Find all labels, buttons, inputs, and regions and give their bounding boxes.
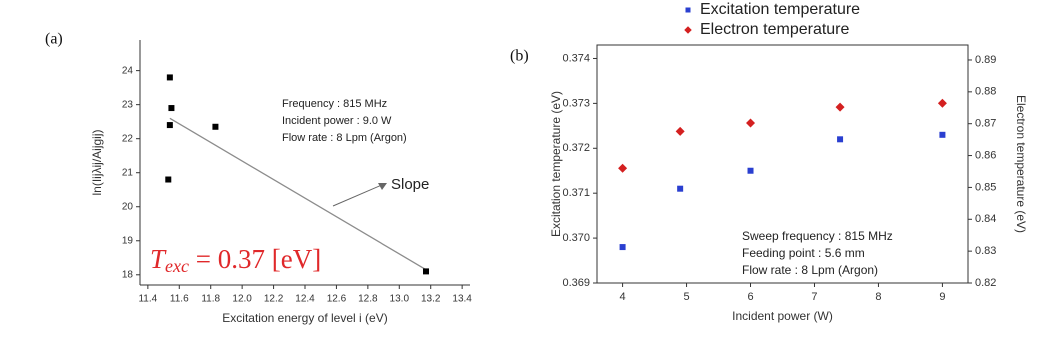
data-point: [675, 126, 685, 136]
formula-rest: = 0.37 [eV]: [189, 244, 321, 274]
y-tick-label: 20: [122, 201, 134, 212]
y-tick-label: 21: [122, 167, 134, 178]
x-tick-label: 11.8: [201, 294, 220, 305]
plot-frame: [596, 44, 969, 284]
panel-label: (b): [510, 48, 529, 65]
y2-tick-label: 0.82: [975, 277, 996, 289]
y2-tick-label: 0.87: [975, 118, 996, 130]
y2-axis-title: Electron temperature (eV): [1014, 95, 1028, 233]
formula-subscript: exc: [165, 256, 189, 276]
formula: Texc = 0.37 [eV]: [150, 244, 321, 276]
y2-tick-label: 0.86: [975, 149, 996, 161]
x-tick-label: 9: [939, 291, 945, 303]
x-tick-label: 12.8: [358, 294, 378, 305]
y2-tick-label: 0.84: [975, 213, 996, 225]
legend-label: Electron temperature: [700, 21, 850, 38]
y-axis-title: ln(Iijλij/Aijgij): [90, 129, 104, 195]
panel-label: (a): [45, 31, 63, 48]
y2-tick-label: 0.89: [975, 54, 996, 66]
data-point: [168, 105, 175, 112]
data-point: [835, 102, 845, 112]
data-point: [212, 123, 219, 130]
x-tick-label: 11.6: [170, 294, 189, 305]
y-tick-label: 23: [122, 99, 134, 110]
y-tick-label: 24: [122, 65, 134, 76]
x-axis-title: Incident power (W): [732, 309, 833, 323]
annotation: Frequency : 815 MHz: [282, 98, 387, 110]
formula-symbol: T: [150, 244, 167, 274]
arrow-head: [378, 183, 387, 190]
y-tick-label: 0.372: [562, 142, 590, 154]
x-tick-label: 13.2: [421, 294, 441, 305]
data-point: [939, 131, 946, 138]
x-tick-label: 12.4: [295, 294, 315, 305]
annotation: Incident power : 9.0 W: [282, 115, 392, 127]
legend-label: Excitation temperature: [700, 1, 860, 18]
y2-tick-label: 0.83: [975, 245, 996, 257]
data-point: [166, 74, 173, 81]
arrow-shaft: [332, 183, 385, 207]
legend-marker: [685, 7, 691, 13]
annotation: Sweep frequency : 815 MHz: [742, 229, 893, 243]
annotation: Flow rate : 8 Lpm (Argon): [282, 132, 407, 144]
x-axis-title: Excitation energy of level i (eV): [222, 311, 387, 325]
y-tick-label: 18: [122, 269, 134, 280]
annotation: Flow rate : 8 Lpm (Argon): [742, 263, 878, 277]
x-tick-label: 7: [811, 291, 817, 303]
annotation: Feeding point : 5.6 mm: [742, 246, 865, 260]
x-tick-label: 11.4: [138, 294, 157, 305]
legend-marker: [684, 26, 692, 34]
arrow-label: Slope: [391, 176, 429, 193]
x-tick-label: 8: [875, 291, 881, 303]
data-point: [166, 122, 173, 129]
y-tick-label: 0.374: [562, 52, 590, 64]
data-point: [619, 244, 626, 251]
x-tick-label: 4: [620, 291, 626, 303]
x-tick-label: 12.0: [232, 294, 252, 305]
data-point: [746, 118, 756, 128]
x-tick-label: 12.2: [264, 294, 284, 305]
data-point: [837, 136, 844, 143]
x-tick-label: 12.6: [327, 294, 347, 305]
y-tick-label: 19: [122, 235, 134, 246]
fit-line: [169, 117, 427, 271]
y-tick-label: 0.371: [562, 187, 590, 199]
y-tick-label: 0.373: [562, 97, 590, 109]
x-tick-label: 6: [747, 291, 753, 303]
x-tick-label: 13.0: [390, 294, 410, 305]
y2-tick-label: 0.85: [975, 181, 996, 193]
data-point: [618, 163, 628, 173]
y-tick-label: 0.369: [562, 277, 590, 289]
data-point: [937, 98, 947, 108]
data-point: [747, 167, 754, 174]
data-point: [165, 176, 172, 183]
data-point: [423, 268, 429, 275]
y2-tick-label: 0.88: [975, 86, 996, 98]
y-tick-label: 22: [122, 133, 134, 144]
x-tick-label: 13.4: [452, 294, 472, 305]
data-point: [677, 185, 684, 192]
y-tick-label: 0.370: [562, 232, 590, 244]
x-tick-label: 5: [683, 291, 689, 303]
y-axis-title: Excitation temperature (eV): [549, 91, 563, 237]
